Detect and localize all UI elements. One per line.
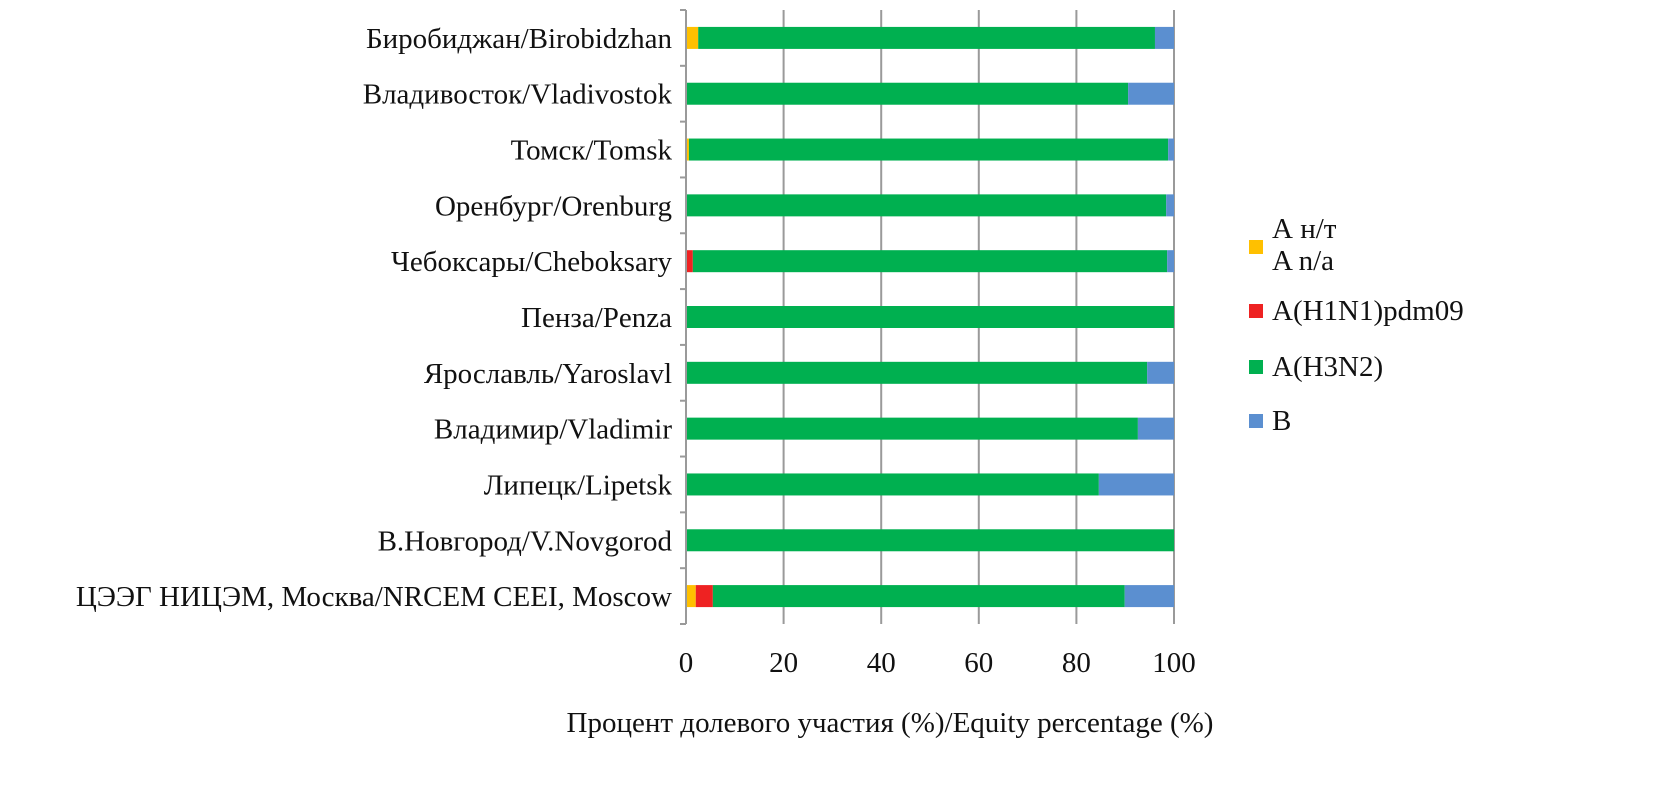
category-labels: Биробиджан/Birobidzhan Владивосток/Vladiv… — [76, 23, 673, 613]
bar-segment — [1168, 138, 1174, 161]
x-tick-label: 60 — [964, 647, 993, 679]
bar-segment — [686, 26, 699, 49]
legend-swatch — [1249, 240, 1263, 254]
x-axis-label: Процент долевого участия (%)/Equity perc… — [567, 707, 1214, 739]
legend-swatch — [1249, 304, 1263, 318]
category-label: Оренбург/Orenburg — [435, 190, 672, 222]
category-label: Владимир/Vladimir — [434, 414, 672, 446]
legend-label: A(H1N1)pdm09 — [1272, 295, 1464, 327]
legend-swatch — [1249, 360, 1263, 374]
bar-segment — [686, 250, 693, 273]
category-label: Липецк/Lipetsk — [484, 469, 673, 501]
x-tick-label: 100 — [1152, 647, 1196, 679]
bar-segment — [1147, 361, 1174, 384]
category-label: ЦЭЭГ НИЦЭМ, Москва/NRCEM CEEI, Moscow — [76, 581, 672, 613]
category-label: Ярославль/Yaroslavl — [424, 358, 672, 390]
x-tick-label: 20 — [769, 647, 798, 679]
category-label: Пенза/Penza — [521, 302, 672, 334]
category-label: В.Новгород/V.Novgorod — [378, 525, 673, 557]
bar-segment — [686, 417, 1138, 440]
x-tick-label: 80 — [1062, 647, 1091, 679]
category-label: Чебоксары/Cheboksary — [391, 246, 673, 278]
legend-label: B — [1272, 405, 1291, 437]
bar-segment — [686, 361, 1148, 384]
bar-segment — [712, 585, 1125, 608]
x-tick-label: 0 — [679, 647, 694, 679]
category-label: Томск/Tomsk — [511, 135, 673, 167]
x-tick-label: 40 — [867, 647, 896, 679]
bar-segment — [1167, 250, 1174, 273]
bar-segment — [1137, 417, 1174, 440]
bar-segment — [686, 138, 689, 161]
bar-segment — [1166, 194, 1174, 217]
category-label: Владивосток/Vladivostok — [363, 79, 673, 111]
x-tick-labels: 0 20 40 60 80 100 — [679, 647, 1196, 679]
bar-segment — [1154, 26, 1174, 49]
axes — [680, 9, 687, 625]
bar-segment — [688, 138, 1169, 161]
bar-segment — [686, 473, 1099, 496]
bars — [686, 26, 1174, 608]
legend-label: А н/т — [1272, 213, 1337, 245]
legend: А н/тA n/a A(H1N1)pdm09 A(H3N2) B — [1249, 213, 1464, 437]
bar-segment — [686, 82, 1129, 105]
bar-segment — [686, 585, 696, 608]
bar-segment — [692, 250, 1168, 273]
bar-segment — [695, 585, 713, 608]
legend-swatch — [1249, 414, 1263, 428]
bar-segment — [1128, 82, 1174, 105]
bar-segment — [686, 194, 1167, 217]
bar-segment — [1098, 473, 1174, 496]
bar-segment — [686, 306, 1174, 328]
legend-label: A n/a — [1272, 245, 1334, 277]
category-label: Биробиджан/Birobidzhan — [366, 23, 673, 55]
bar-segment — [698, 26, 1155, 49]
bar-segment — [1124, 585, 1174, 608]
bar-segment — [686, 529, 1174, 552]
legend-label: A(H3N2) — [1272, 351, 1383, 383]
